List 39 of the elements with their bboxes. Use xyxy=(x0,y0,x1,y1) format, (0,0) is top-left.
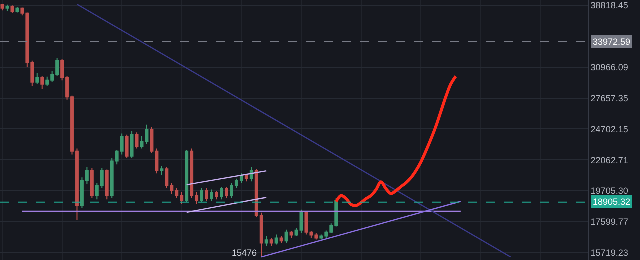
candlestick xyxy=(105,169,109,200)
candlestick xyxy=(274,234,278,246)
y-tick-label: 22062.71 xyxy=(590,155,628,166)
y-tick-label: 24702.15 xyxy=(590,124,628,134)
ref-line-label: 18905.32 xyxy=(593,197,631,207)
y-tick-label: 38818.45 xyxy=(590,0,628,11)
candlestick xyxy=(200,188,204,204)
candlestick xyxy=(220,186,224,200)
line-series xyxy=(334,74,458,208)
candlestick xyxy=(145,124,149,145)
candlestick xyxy=(280,236,284,244)
candlestick xyxy=(264,236,268,247)
candlestick xyxy=(90,168,94,199)
candlestick xyxy=(6,4,10,12)
candlestick xyxy=(130,130,134,159)
candlestick xyxy=(284,229,288,244)
candlestick xyxy=(125,134,129,159)
candlestick xyxy=(10,5,14,14)
candlestick xyxy=(215,190,218,200)
candlestick xyxy=(185,149,189,204)
y-tick-label: 17599.77 xyxy=(590,217,628,228)
annotation: 15476 xyxy=(232,248,258,258)
candlestick xyxy=(210,189,214,202)
y-tick-label: 30966.09 xyxy=(590,62,628,72)
y-tick-label: 19705.30 xyxy=(590,186,628,196)
candlestick xyxy=(135,132,139,150)
candlestick xyxy=(225,186,228,199)
candlestick xyxy=(40,76,44,90)
candlestick xyxy=(0,4,4,12)
candlestick xyxy=(140,135,144,150)
y-tick-label: 27657.35 xyxy=(590,93,628,104)
candlestick xyxy=(160,165,164,176)
ref-line-label: 33972.59 xyxy=(593,37,631,47)
candlestick xyxy=(16,6,20,14)
candlestick xyxy=(270,238,274,247)
candlestick xyxy=(244,174,248,182)
candlestick xyxy=(205,188,209,202)
y-tick-label: 15719.23 xyxy=(590,248,628,258)
candlestick xyxy=(36,72,40,85)
